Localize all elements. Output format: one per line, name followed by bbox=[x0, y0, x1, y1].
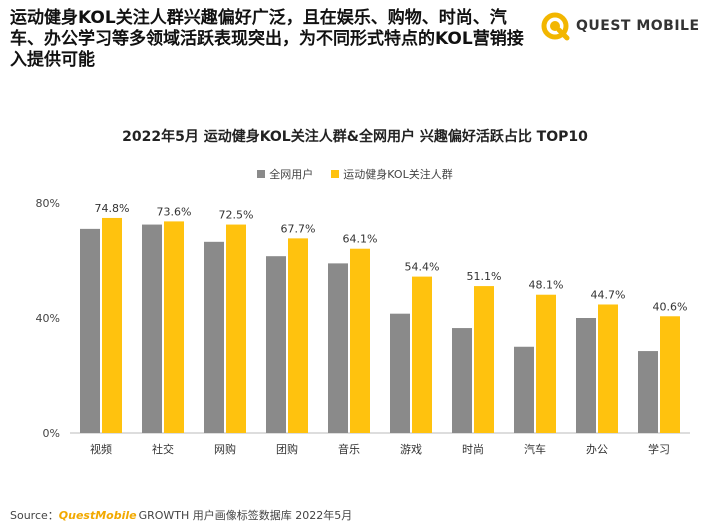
data-label: 44.7% bbox=[591, 288, 626, 301]
data-label: 67.7% bbox=[281, 222, 316, 235]
data-label: 64.1% bbox=[343, 233, 378, 246]
bar-kol-followers bbox=[660, 316, 680, 433]
x-tick-label: 办公 bbox=[586, 443, 608, 456]
bar-all-users bbox=[514, 346, 534, 433]
x-tick-label: 汽车 bbox=[524, 442, 546, 456]
x-tick-label: 学习 bbox=[648, 442, 670, 456]
bar-all-users bbox=[452, 328, 472, 433]
bar-all-users bbox=[266, 256, 286, 433]
bar-kol-followers bbox=[350, 248, 370, 433]
chart-legend: 全网用户 运动健身KOL关注人群 bbox=[0, 166, 710, 182]
brand-name: QUEST MOBILE bbox=[576, 18, 700, 34]
bar-kol-followers bbox=[164, 221, 184, 433]
data-label: 40.6% bbox=[653, 300, 688, 313]
data-label: 48.1% bbox=[529, 279, 564, 292]
bar-kol-followers bbox=[226, 224, 246, 433]
questmobile-logo-icon bbox=[541, 12, 570, 41]
x-tick-label: 音乐 bbox=[338, 442, 360, 456]
legend-swatch-kol-followers bbox=[331, 170, 340, 178]
source-note: Source： QuestMobile GROWTH 用户画像标签数据库 202… bbox=[10, 507, 352, 523]
source-brand: QuestMobile bbox=[58, 509, 137, 522]
bar-kol-followers bbox=[412, 276, 432, 433]
legend-label-all-users: 全网用户 bbox=[269, 168, 314, 181]
bar-all-users bbox=[390, 313, 410, 433]
chart-title: 2022年5月 运动健身KOL关注人群&全网用户 兴趣偏好活跃占比 TOP10 bbox=[122, 129, 588, 145]
headline: 运动健身KOL关注人群兴趣偏好广泛，且在娱乐、购物、时尚、汽车、办公学习等多领域… bbox=[10, 8, 524, 70]
bar-kol-followers bbox=[288, 238, 308, 433]
legend-item-kol-followers: 运动健身KOL关注人群 bbox=[331, 166, 453, 182]
bar-all-users bbox=[204, 241, 224, 433]
x-tick-label: 时尚 bbox=[462, 442, 484, 456]
x-tick-label: 游戏 bbox=[400, 443, 422, 456]
bar-kol-followers bbox=[598, 304, 618, 433]
data-label: 54.4% bbox=[405, 261, 440, 274]
bar-kol-followers bbox=[474, 286, 494, 433]
brand: QUEST MOBILE bbox=[540, 10, 700, 42]
bar-kol-followers bbox=[536, 294, 556, 433]
y-tick-label: 0% bbox=[43, 427, 60, 440]
legend-swatch-all-users bbox=[257, 170, 266, 178]
source-label: Source： bbox=[10, 509, 59, 522]
bar-all-users bbox=[142, 224, 162, 433]
data-label: 74.8% bbox=[95, 202, 130, 215]
x-tick-label: 社交 bbox=[152, 442, 174, 456]
x-tick-label: 视频 bbox=[90, 442, 112, 456]
bar-kol-followers bbox=[102, 217, 122, 433]
bar-all-users bbox=[80, 228, 100, 433]
legend-item-all-users: 全网用户 bbox=[257, 166, 313, 182]
bar-all-users bbox=[638, 351, 658, 433]
x-tick-label: 网购 bbox=[214, 442, 236, 456]
bar-all-users bbox=[328, 263, 348, 433]
legend-label-kol-followers: 运动健身KOL关注人群 bbox=[343, 168, 453, 181]
data-label: 72.5% bbox=[219, 209, 254, 222]
data-label: 51.1% bbox=[467, 270, 502, 283]
data-label: 73.6% bbox=[157, 205, 192, 218]
bar-all-users bbox=[576, 318, 596, 433]
source-description: GROWTH 用户画像标签数据库 2022年5月 bbox=[138, 509, 353, 522]
y-tick-label: 40% bbox=[36, 312, 60, 325]
y-tick-label: 80% bbox=[36, 197, 60, 210]
x-tick-label: 团购 bbox=[276, 442, 298, 456]
